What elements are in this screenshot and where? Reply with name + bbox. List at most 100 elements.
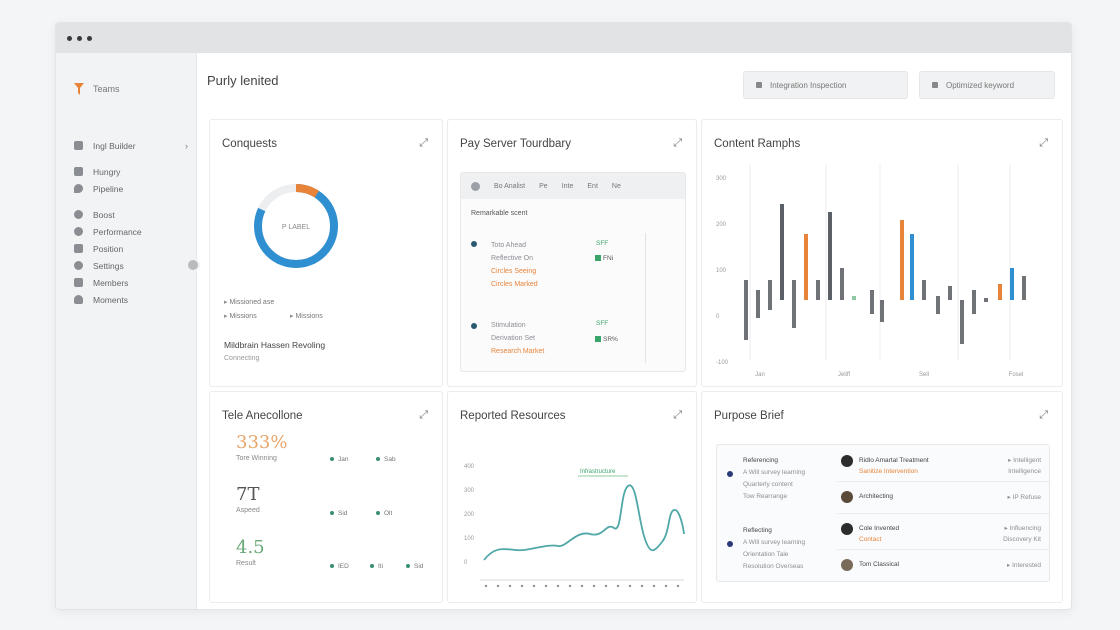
chart-bar (972, 290, 976, 314)
chart-bar (792, 280, 796, 328)
sidebar-item-members[interactable]: Members (74, 274, 194, 291)
tab-ent[interactable]: Ent (587, 182, 598, 190)
annotation-label: Infrastructure (580, 469, 616, 475)
group-dot (727, 541, 733, 547)
stat-tag: Sab (376, 456, 396, 463)
chart-bar (900, 220, 904, 300)
sidebar-item-label: Ingl Builder (93, 140, 136, 151)
chart-bar (780, 204, 784, 300)
chart-bar (768, 280, 772, 310)
sidebar-item-hungry[interactable]: Hungry (74, 163, 194, 180)
chart-bar (852, 296, 856, 300)
y-tick: 100 (716, 268, 727, 274)
tab-pe[interactable]: Pe (539, 182, 548, 190)
window-control-dot[interactable] (87, 35, 92, 41)
footer-title: Mildbrain Hassen Revoling (224, 340, 326, 350)
legend-item: ▸ Missioned ase (224, 299, 275, 306)
page-title: Purly lenited (207, 73, 279, 88)
avatar[interactable] (841, 455, 853, 467)
grid-icon (74, 167, 83, 176)
keyword-button[interactable]: Optimized keyword (919, 71, 1055, 99)
chart-bar (998, 284, 1002, 300)
avatar[interactable] (841, 491, 853, 503)
sidebar-nav: Ingl Builder › Hungry Pipeline Boost Per… (74, 137, 194, 308)
sidebar-item-moments[interactable]: Moments (74, 291, 194, 308)
person-meta: ▸ IP Refuse (1007, 494, 1041, 501)
card-title: Conquests (222, 138, 277, 150)
tab-ne[interactable]: Ne (611, 182, 621, 190)
chart-bar (1010, 268, 1014, 300)
window-control-dot[interactable] (77, 35, 82, 41)
integration-button-label: Integration Inspection (770, 80, 847, 90)
sidebar-item-label: Moments (93, 294, 128, 305)
gear-icon (74, 210, 83, 219)
reported-card: Reported Resources ⤢ 400 300 200 100 0 I… (447, 391, 697, 603)
avatar[interactable] (841, 523, 853, 535)
legend-item: ▸ Missions (224, 313, 257, 320)
settings-icon[interactable] (471, 181, 480, 191)
keyword-button-label: Optimized keyword (946, 80, 1015, 90)
sidebar-item-label: Performance (93, 226, 142, 237)
y-tick: 200 (716, 222, 727, 228)
sidebar-item-label: Pipeline (93, 183, 124, 194)
shield-icon (74, 278, 83, 287)
y-tick: 400 (464, 464, 475, 470)
chart-bar (910, 234, 914, 300)
y-tick: 300 (464, 488, 475, 494)
sidebar-item-performance[interactable]: Performance (74, 223, 194, 240)
summary-card: Pay Server Tourdbary ⤢ Bo Analist Pe Int… (447, 119, 697, 387)
chart-bar (756, 290, 760, 318)
chart-bar (880, 300, 884, 322)
summary-tabs: Bo Analist Pe Inte Ent Ne (461, 173, 685, 199)
sidebar-item-pipeline[interactable]: Pipeline (74, 180, 194, 197)
section-label: Remarkable scent (471, 210, 528, 217)
sidebar-item-label: Hungry (93, 166, 121, 177)
purpose-card: Purpose Brief ⤢ Referencing A Will surve… (701, 391, 1063, 603)
stat-tag: Sid (330, 510, 347, 517)
brand[interactable]: Teams (74, 83, 120, 95)
expand-icon[interactable]: ⤢ (673, 409, 682, 421)
sidebar-item-boost[interactable]: Boost (74, 206, 194, 223)
sidebar-item-builder[interactable]: Ingl Builder › (74, 137, 194, 154)
sidebar-item-settings[interactable]: Settings (74, 257, 194, 274)
y-tick: -100 (716, 360, 729, 366)
summary-value: SR% (595, 336, 618, 343)
window-control-dot[interactable] (67, 35, 72, 41)
summary-value: SFF (596, 240, 609, 247)
tab-analist[interactable]: Bo Analist (494, 182, 526, 190)
card-title: Pay Server Tourdbary (460, 138, 572, 150)
stat-block: 333% Tore Winning (236, 432, 288, 462)
y-tick: 200 (464, 512, 475, 518)
integration-button[interactable]: Integration Inspection (743, 71, 908, 99)
expand-icon[interactable]: ⤢ (1039, 137, 1048, 149)
chart-bar (984, 298, 988, 302)
sidebar-item-label: Settings (93, 260, 124, 271)
card-title: Purpose Brief (714, 410, 784, 422)
sidebar-item-position[interactable]: Position (74, 240, 194, 257)
purpose-group: Reflecting A Will survey learning Orient… (743, 527, 806, 570)
chart-bar (870, 290, 874, 314)
person-meta: ▸ Influencing Discovery Kit (1003, 525, 1041, 543)
person-meta: ▸ Interested (1007, 562, 1041, 569)
tab-inte[interactable]: Inte (561, 182, 574, 190)
expand-icon[interactable]: ⤢ (673, 137, 682, 149)
donut-label: P LABEL (282, 224, 310, 231)
chevron-right-icon: › (185, 140, 188, 151)
stat-block: 4.5 Result (236, 537, 265, 567)
main-content: Purly lenited Integration Inspection Opt… (197, 53, 1071, 609)
expand-icon[interactable]: ⤢ (419, 409, 428, 421)
expand-icon[interactable]: ⤢ (419, 137, 428, 149)
content-card: Content Ramphs ⤢ 300 200 100 0 -100 Jan Jeliff… (701, 119, 1063, 387)
plus-icon (756, 82, 762, 88)
footer-sub: Connecting (224, 355, 260, 362)
avatar[interactable] (841, 559, 853, 571)
pin-icon (74, 184, 83, 193)
summary-group: Stimulation Derivation Set Research Mark… (491, 322, 545, 355)
expand-icon[interactable]: ⤢ (1039, 409, 1048, 421)
sidebar-collapse-handle[interactable] (186, 258, 200, 272)
person-entry: Architecting (859, 493, 893, 500)
chart-bar (948, 286, 952, 300)
brand-label: Teams (93, 84, 120, 94)
reported-line-chart: 400 300 200 100 0 Infrastructure (464, 464, 685, 588)
divider (837, 513, 1049, 514)
